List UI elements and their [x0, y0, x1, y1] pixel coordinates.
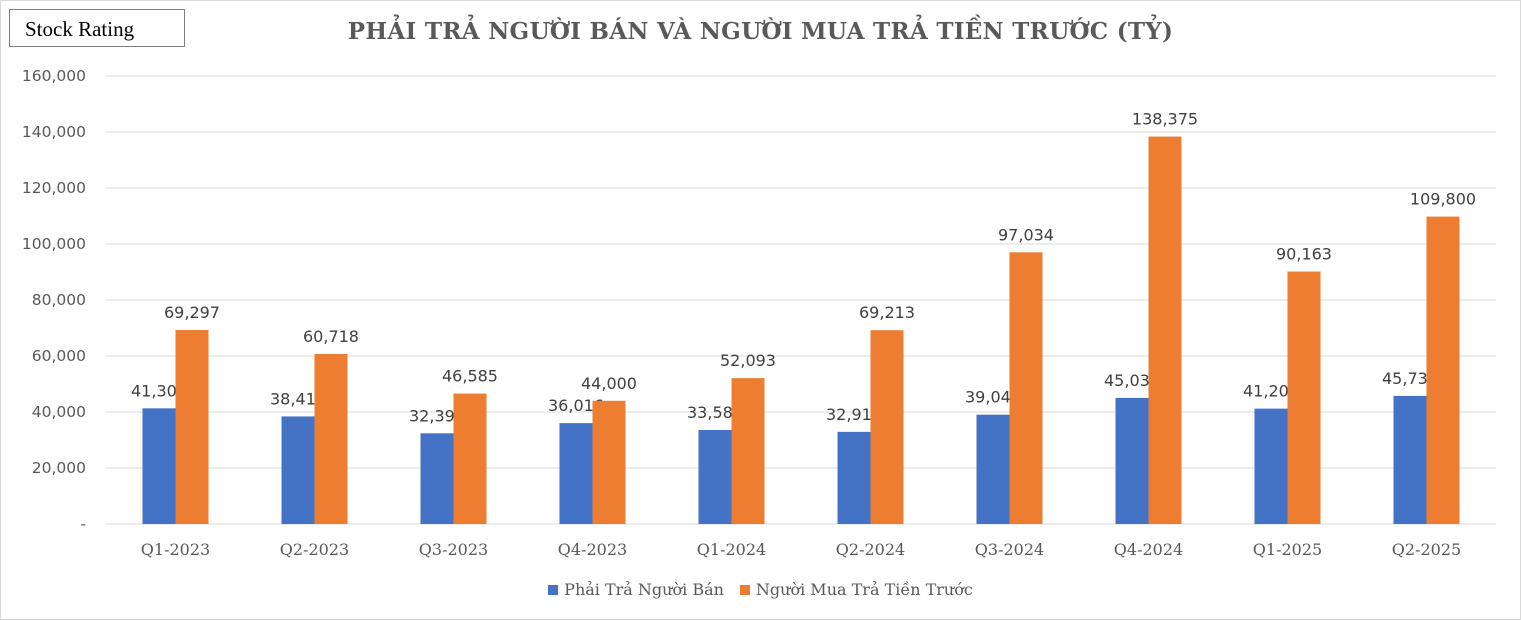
- y-tick-label: 120,000: [22, 179, 86, 197]
- y-tick-label: 40,000: [32, 403, 86, 421]
- bar-nguoi-mua-tra-tien-truoc: [1009, 252, 1043, 524]
- bar-phai-tra-nguoi-ban: [420, 433, 454, 524]
- legend-item-phai-tra-nguoi-ban: Phải Trả Người Bán: [548, 580, 724, 599]
- y-tick-label: 160,000: [22, 67, 86, 85]
- x-tick-label: Q3-2023: [419, 540, 488, 559]
- x-tick-label: Q1-2023: [141, 540, 210, 559]
- bar-phai-tra-nguoi-ban: [837, 431, 871, 524]
- data-label: 32,910: [826, 405, 882, 424]
- data-label: 32,390: [409, 406, 465, 425]
- bar-phai-tra-nguoi-ban: [698, 429, 732, 524]
- data-label: 45,739: [1382, 369, 1438, 388]
- bar-nguoi-mua-tra-tien-truoc: [175, 329, 209, 524]
- data-label: 69,213: [859, 303, 915, 322]
- data-label: 38,418: [270, 389, 326, 408]
- data-label: 69,297: [164, 303, 220, 322]
- bar-phai-tra-nguoi-ban: [1115, 397, 1149, 524]
- y-tick-label: 140,000: [22, 123, 86, 141]
- data-label: 97,034: [998, 225, 1054, 244]
- y-tick-label: -: [80, 515, 86, 533]
- bar-nguoi-mua-tra-tien-truoc: [870, 330, 904, 524]
- bar-nguoi-mua-tra-tien-truoc: [314, 353, 348, 524]
- data-label: 36,016: [548, 396, 604, 415]
- data-label: 39,043: [965, 388, 1021, 407]
- bar-nguoi-mua-tra-tien-truoc: [1287, 271, 1321, 524]
- stock-rating-badge: Stock Rating: [9, 9, 185, 47]
- data-label: 45,035: [1104, 371, 1160, 390]
- bar-nguoi-mua-tra-tien-truoc: [1426, 216, 1460, 524]
- data-label: 138,375: [1132, 110, 1198, 129]
- y-tick-label: 100,000: [22, 235, 86, 253]
- data-label: 52,093: [720, 351, 776, 370]
- data-label: 109,800: [1410, 190, 1476, 209]
- bar-phai-tra-nguoi-ban: [559, 423, 593, 524]
- data-label: 41,309: [131, 381, 187, 400]
- data-label: 44,000: [581, 374, 637, 393]
- x-tick-label: Q1-2024: [697, 540, 766, 559]
- bar-nguoi-mua-tra-tien-truoc: [453, 393, 487, 524]
- legend-item-nguoi-mua-tra-tien-truoc: Người Mua Trả Tiền Trước: [739, 580, 973, 599]
- legend-label: Phải Trả Người Bán: [564, 580, 724, 599]
- bar-phai-tra-nguoi-ban: [1393, 395, 1427, 524]
- bar-nguoi-mua-tra-tien-truoc: [731, 378, 765, 524]
- data-label: 33,583: [687, 403, 743, 422]
- legend: Phải Trả Người Bán Người Mua Trả Tiền Tr…: [0, 580, 1521, 599]
- bar-phai-tra-nguoi-ban: [976, 414, 1010, 524]
- bar-phai-tra-nguoi-ban: [1254, 408, 1288, 524]
- bar-phai-tra-nguoi-ban: [281, 416, 315, 524]
- legend-swatch-blue: [548, 584, 559, 595]
- bar-nguoi-mua-tra-tien-truoc: [1148, 136, 1182, 525]
- y-tick-label: 60,000: [32, 347, 86, 365]
- legend-swatch-orange: [739, 584, 750, 595]
- x-tick-label: Q4-2024: [1114, 540, 1183, 559]
- y-tick-label: 80,000: [32, 291, 86, 309]
- chart-title: PHẢI TRẢ NGƯỜI BÁN VÀ NGƯỜI MUA TRẢ TIỀN…: [347, 18, 1174, 45]
- data-label: 46,585: [442, 367, 498, 386]
- x-tick-label: Q2-2023: [280, 540, 349, 559]
- x-tick-label: Q2-2025: [1392, 540, 1461, 559]
- legend-label: Người Mua Trả Tiền Trước: [755, 580, 973, 599]
- data-label: 60,718: [303, 327, 359, 346]
- x-tick-label: Q2-2024: [836, 540, 905, 559]
- x-tick-label: Q4-2023: [558, 540, 627, 559]
- data-label: 41,203: [1243, 382, 1299, 401]
- bar-nguoi-mua-tra-tien-truoc: [592, 400, 626, 524]
- y-tick-label: 20,000: [32, 459, 86, 477]
- bar-phai-tra-nguoi-ban: [142, 408, 176, 524]
- x-tick-label: Q3-2024: [975, 540, 1044, 559]
- x-tick-label: Q1-2025: [1253, 540, 1322, 559]
- data-label: 90,163: [1276, 245, 1332, 264]
